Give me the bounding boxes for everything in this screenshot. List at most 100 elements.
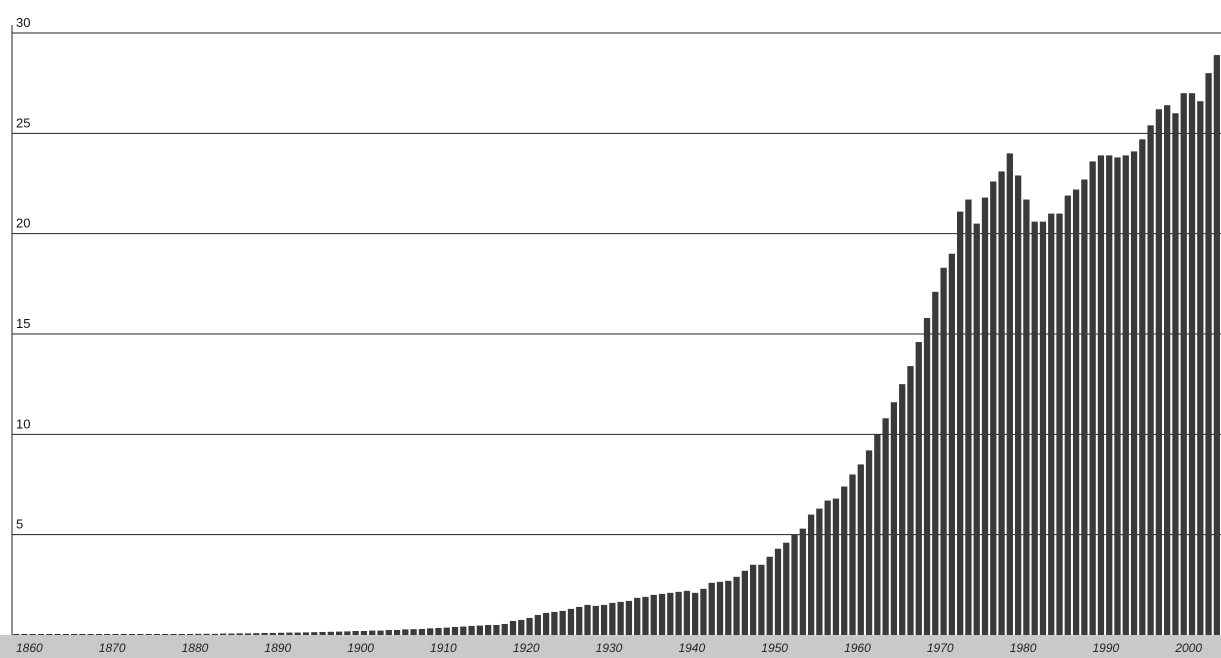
- bar-1875: [137, 634, 144, 635]
- bar-1997: [1147, 125, 1154, 635]
- bar-1891: [269, 632, 276, 635]
- bar-1972: [940, 267, 947, 635]
- bar-1897: [319, 631, 326, 635]
- bar-1887: [236, 633, 243, 635]
- x-tick-label-1910: 1910: [430, 641, 457, 655]
- bar-1868: [79, 634, 86, 635]
- bar-1922: [526, 617, 533, 635]
- x-tick-label-1930: 1930: [596, 641, 623, 655]
- bar-1900: [344, 631, 351, 635]
- bar-1983: [1031, 221, 1038, 635]
- bar-1883: [203, 633, 210, 635]
- bar-1967: [899, 384, 906, 635]
- x-tick-label-1880: 1880: [182, 641, 209, 655]
- bar-1873: [120, 634, 127, 635]
- bar-series: [13, 55, 1220, 636]
- bar-1866: [62, 634, 69, 635]
- y-tick-label-10: 10: [16, 416, 30, 431]
- bar-2002: [1188, 93, 1196, 635]
- bar-1956: [807, 514, 815, 635]
- bar-1978: [990, 181, 997, 636]
- bar-1980: [1006, 153, 1013, 635]
- bar-1976: [973, 223, 980, 635]
- bar-1863: [37, 634, 45, 635]
- bar-1878: [162, 634, 169, 635]
- bar-1973: [948, 253, 956, 636]
- x-tick-label-1870: 1870: [99, 641, 126, 655]
- bar-1971: [932, 291, 939, 635]
- bar-1917: [485, 624, 492, 635]
- bar-1982: [1023, 199, 1030, 636]
- x-tick-labels: 1860 1870 1880 1890 1900 1910 1920 1930 1940 1950…: [16, 641, 1202, 655]
- bar-1918: [493, 624, 500, 635]
- bar-1940: [675, 591, 682, 635]
- bar-1960: [841, 486, 848, 635]
- bar-1957: [816, 508, 823, 635]
- bar-1931: [600, 604, 608, 635]
- bar-1926: [559, 610, 566, 635]
- bar-1966: [890, 402, 898, 635]
- bar-1881: [186, 634, 194, 635]
- bar-1933: [617, 601, 624, 635]
- bar-1921: [518, 619, 525, 635]
- bar-1975: [965, 199, 972, 636]
- bar-1989: [1081, 179, 1088, 636]
- bar-1870: [95, 634, 103, 635]
- y-tick-labels: 5 10 15 20 25 30: [16, 15, 30, 532]
- bar-1890: [261, 632, 268, 635]
- bar-1865: [54, 634, 61, 635]
- bar-1876: [145, 634, 152, 635]
- bar-1939: [667, 592, 674, 635]
- bar-1861: [21, 634, 28, 635]
- bar-1924: [542, 612, 550, 635]
- bar-1995: [1130, 151, 1138, 635]
- bar-1912: [443, 627, 450, 635]
- bar-1938: [658, 593, 666, 635]
- bar-1919: [501, 623, 508, 635]
- bar-1959: [832, 498, 840, 635]
- bar-1898: [327, 631, 334, 635]
- x-tick-label-1860: 1860: [16, 641, 43, 655]
- bar-1907: [402, 629, 409, 635]
- bar-1869: [87, 634, 94, 635]
- bar-2003: [1197, 101, 1204, 636]
- bar-1862: [29, 634, 36, 635]
- bar-1860: [13, 634, 20, 635]
- bar-1987: [1064, 195, 1071, 636]
- bar-1909: [418, 628, 426, 635]
- bar-2000: [1172, 113, 1179, 635]
- bar-1991: [1097, 155, 1105, 635]
- bar-1895: [302, 632, 310, 635]
- bar-1948: [741, 570, 748, 635]
- bar-1990: [1089, 161, 1096, 635]
- bar-1880: [178, 634, 185, 635]
- bar-1874: [128, 634, 136, 635]
- bar-1923: [534, 614, 541, 635]
- y-tick-label-25: 25: [16, 115, 30, 130]
- bar-1937: [650, 594, 657, 635]
- bar-1882: [195, 633, 202, 635]
- bar-1901: [352, 630, 359, 635]
- bar-1903: [369, 630, 376, 635]
- bar-1994: [1122, 155, 1129, 635]
- x-axis-band: [0, 635, 1221, 658]
- bar-1911: [435, 627, 442, 635]
- bar-1954: [791, 534, 798, 635]
- bar-1952: [774, 548, 782, 635]
- bar-1936: [642, 596, 649, 635]
- bar-1988: [1072, 189, 1080, 635]
- bar-1951: [766, 556, 773, 635]
- x-tick-label-1890: 1890: [264, 641, 291, 655]
- bar-1904: [377, 630, 384, 635]
- bar-1885: [220, 633, 227, 635]
- bar-1928: [576, 606, 583, 635]
- bar-1867: [70, 634, 78, 635]
- x-tick-label-1920: 1920: [513, 641, 540, 655]
- x-tick-label-1940: 1940: [678, 641, 705, 655]
- bar-1942: [692, 592, 699, 635]
- bar-1953: [783, 542, 790, 635]
- bar-1915: [468, 625, 475, 635]
- x-tick-label-2000: 2000: [1174, 641, 1202, 655]
- bar-1893: [286, 632, 293, 635]
